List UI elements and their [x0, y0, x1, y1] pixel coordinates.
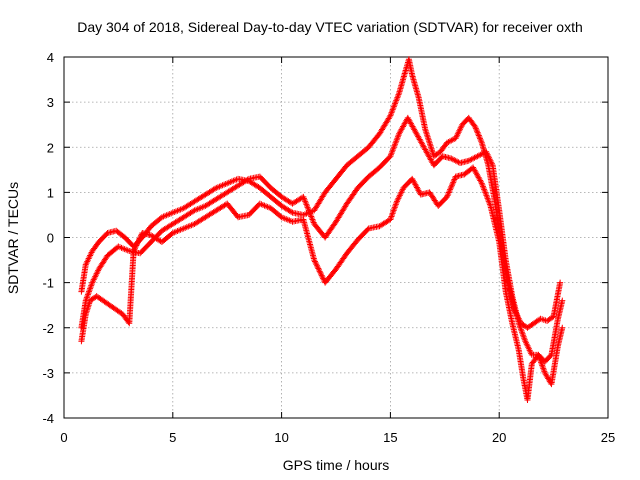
data-point: [130, 248, 137, 255]
data-point: [475, 132, 482, 139]
data-point: [314, 264, 321, 271]
data-point: [317, 269, 324, 276]
data-point: [135, 236, 142, 243]
y-tick-label: -4: [42, 411, 54, 426]
data-point: [313, 262, 320, 269]
y-tick-label: 0: [47, 231, 54, 246]
data-point: [447, 186, 454, 193]
y-tick-label: -2: [42, 321, 54, 336]
x-tick-label: 25: [601, 430, 615, 445]
data-point: [450, 177, 457, 184]
data-point: [443, 193, 450, 200]
data-point: [136, 235, 143, 242]
data-point: [319, 273, 326, 280]
data-point: [131, 246, 138, 253]
data-point: [557, 279, 564, 286]
data-point: [135, 238, 142, 245]
data-point: [447, 185, 454, 192]
y-tick-label: -1: [42, 276, 54, 291]
data-point: [477, 135, 484, 142]
data-point: [137, 234, 144, 241]
data-marks: [78, 56, 566, 403]
data-point: [133, 242, 140, 249]
data-point: [478, 178, 485, 185]
data-point: [559, 324, 566, 331]
data-point: [315, 265, 322, 272]
x-tick-label: 5: [169, 430, 176, 445]
data-point: [448, 183, 455, 190]
series-track-a: [78, 56, 564, 331]
y-axis: -4 -3 -2 -1 0 1 2 3 4: [42, 50, 608, 426]
data-point: [559, 297, 566, 304]
data-point: [318, 272, 325, 279]
data-point: [445, 189, 452, 196]
y-tick-label: 4: [47, 50, 54, 65]
data-point: [313, 261, 320, 268]
x-tick-label: 20: [492, 430, 506, 445]
data-point: [444, 192, 451, 199]
y-axis-label: SDTVAR / TECUs: [5, 182, 21, 294]
data-point: [547, 352, 554, 359]
data-point: [477, 136, 484, 143]
data-point: [472, 123, 479, 130]
data-point: [474, 128, 481, 135]
data-point: [190, 208, 197, 215]
x-tick-label: 15: [383, 430, 397, 445]
data-point: [211, 185, 218, 192]
data-point: [451, 176, 458, 183]
data-point: [474, 129, 481, 136]
data-point: [311, 257, 318, 264]
data-point: [445, 190, 452, 197]
data-point: [244, 176, 251, 183]
data-point: [386, 114, 393, 121]
data-point: [450, 179, 457, 186]
data-point: [364, 226, 371, 233]
data-point: [475, 131, 482, 138]
x-axis-label: GPS time / hours: [283, 457, 390, 473]
x-axis: 0 5 10 15 20 25: [60, 57, 615, 445]
grid: [64, 57, 608, 418]
data-point: [446, 188, 453, 195]
data-point: [320, 275, 327, 282]
data-point: [473, 126, 480, 133]
data-point: [312, 259, 319, 266]
data-point: [132, 243, 139, 250]
chart-title: Day 304 of 2018, Sidereal Day-to-day VTE…: [77, 19, 583, 35]
data-point: [311, 258, 318, 265]
y-tick-label: 3: [47, 95, 54, 110]
y-tick-label: 1: [47, 185, 54, 200]
data-point: [288, 208, 295, 215]
data-point: [316, 266, 322, 273]
y-tick-label: -3: [42, 366, 54, 381]
y-tick-label: 2: [47, 140, 54, 155]
data-point: [318, 271, 325, 278]
data-point: [476, 133, 483, 140]
data-point: [449, 180, 456, 187]
series-track-c: [78, 164, 566, 403]
x-tick-label: 0: [60, 430, 67, 445]
data-point: [134, 239, 141, 246]
data-point: [131, 245, 138, 252]
data-point: [448, 182, 455, 189]
data-point: [472, 125, 479, 132]
data-point: [234, 212, 241, 219]
series-track-b: [78, 114, 566, 365]
data-point: [316, 268, 323, 275]
x-tick-label: 10: [274, 430, 288, 445]
data-point: [478, 138, 485, 145]
data-point: [133, 241, 140, 248]
